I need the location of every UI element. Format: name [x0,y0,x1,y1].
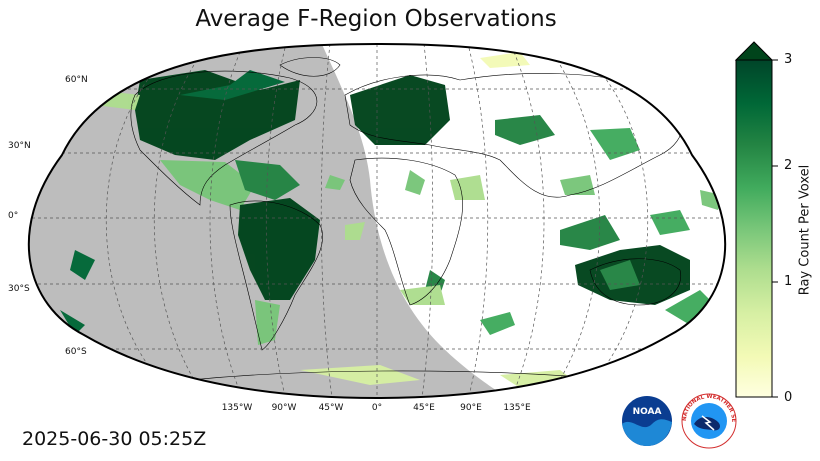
lon-label-135e: 135°E [503,403,531,413]
timestamp: 2025-06-30 05:25Z [22,428,207,450]
globe-outline [27,42,727,400]
lon-label-0: 0° [371,403,383,413]
lat-label-30s: 30°S [8,284,30,294]
noaa-logo-text: NOAA [633,407,662,417]
lat-label-30n: 30°N [8,141,31,151]
colorbar-tick-0: 0 [784,390,793,405]
noaa-logo-icon: NOAA [622,396,672,446]
lat-label-0: 0° [8,211,19,221]
colorbar-tick-3: 3 [784,52,793,67]
colorbar-tick-1: 1 [784,274,793,289]
lon-label-135w: 135°W [221,403,253,413]
lon-label-45w: 45°W [318,403,344,413]
lat-label-60n: 60°N [65,75,88,85]
nws-logo-icon: NATIONAL WEATHER SERVICE [680,392,737,449]
lon-label-90e: 90°E [460,403,482,413]
lat-label-60s: 60°S [65,347,87,357]
colorbar-tick-2: 2 [784,158,793,173]
lon-label-90w: 90°W [271,403,297,413]
lon-label-45e: 45°E [413,403,435,413]
map-title: Average F-Region Observations [195,6,557,32]
colorbar-label: Ray Count Per Voxel [797,164,813,296]
graticule [28,44,726,398]
ray-density-patches [60,52,722,388]
colorbar [734,41,778,398]
